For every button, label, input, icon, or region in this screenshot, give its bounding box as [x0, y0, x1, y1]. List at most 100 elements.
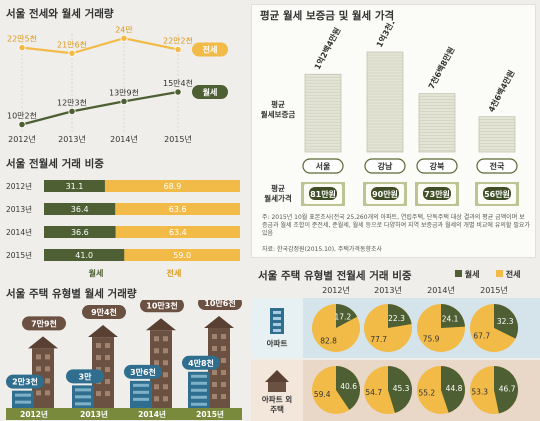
share-bar-wolse: [44, 203, 116, 215]
house-window: [45, 354, 50, 360]
rent-value: 90만원: [372, 189, 398, 199]
deposit-chart-title: 평균 월세 보증금 및 월세 가격: [260, 10, 395, 22]
pie-label-jeonse: 55.2: [418, 388, 435, 397]
house-window: [36, 390, 41, 396]
region-pill: [364, 158, 406, 174]
house-roof: [88, 325, 118, 338]
pie-label-wolse: 45.3: [393, 384, 410, 393]
share-label-jeonse: 68.9: [164, 182, 182, 191]
pie-label-jeonse: 82.8: [320, 336, 337, 345]
line-data-label: 10만2천: [7, 111, 37, 121]
bld-x-tick: 2014년: [138, 409, 166, 419]
share-axis-jeonse: 전세: [167, 268, 182, 278]
apt-tower: [130, 380, 152, 408]
rent-pill: [483, 187, 511, 200]
share-row-label: 2012년: [6, 181, 32, 191]
share-bar-jeonse: [124, 249, 240, 261]
line-x-tick: 2012년: [8, 134, 36, 144]
house-window: [221, 394, 226, 399]
region-pill: [416, 158, 458, 174]
pie-label-wolse: 17.2: [334, 313, 351, 322]
house-window: [36, 366, 41, 372]
house-window: [154, 336, 159, 342]
deposit-value: 7천6백8만원: [426, 45, 456, 90]
pie-slice-wolse: [388, 304, 412, 328]
apt-window: [191, 381, 207, 385]
bld-x-tick: 2015년: [196, 409, 224, 419]
house-window: [221, 358, 226, 363]
pie-slice-wolse: [441, 366, 466, 413]
house-label: 10만3천: [146, 300, 177, 310]
house-roof: [146, 318, 176, 331]
pie-label-jeonse: 67.7: [473, 332, 490, 341]
line-x-tick: 2014년: [110, 134, 138, 144]
house-window: [105, 379, 110, 385]
line-data-label: 22만5천: [7, 34, 37, 44]
line-x-tick: 2015년: [164, 134, 192, 144]
share-bar-jeonse: [115, 203, 240, 215]
house-roof: [28, 336, 58, 349]
house-window: [105, 367, 110, 373]
share-label-wolse: 41.0: [75, 251, 93, 260]
region-label: 전국: [490, 161, 505, 171]
house-window: [221, 370, 226, 375]
deposit-value: 1억2백4만원: [312, 26, 342, 71]
line-data-label: 22만2천: [163, 36, 193, 46]
deposit-stack: [418, 93, 456, 153]
pie-col-label: 2015년: [480, 285, 508, 295]
apt-window: [75, 388, 91, 392]
region-label: 서울: [316, 161, 331, 171]
apartment-icon-window: [273, 311, 281, 314]
bld-x-tick: 2012년: [20, 409, 48, 419]
apt-label: 4만8천: [188, 358, 214, 368]
apt-window: [75, 395, 91, 399]
share-label-jeonse: 59.0: [173, 251, 191, 260]
pie-label-wolse: 44.8: [446, 384, 463, 393]
line-chart: 2012년 2013년 2014년 2015년 22만5천 21만6천 24만 22만2천전세…: [7, 25, 228, 144]
deposit-side-label: 평균 월세보증금: [260, 100, 296, 119]
line-point: [120, 34, 128, 42]
series-pill-label: 월세: [203, 87, 218, 97]
region-pill: [476, 158, 518, 174]
apt-window: [133, 397, 149, 401]
apt-label: 2만3천: [12, 377, 38, 387]
apt-window: [15, 393, 31, 397]
house-window: [45, 366, 50, 372]
legend-wolse: 월세: [455, 269, 480, 280]
share-bar-wolse: [44, 249, 125, 261]
house-window: [212, 334, 217, 339]
apartment-icon: [270, 308, 284, 334]
share-label-wolse: 36.6: [71, 228, 89, 237]
series-line-jeonse: [21, 37, 179, 55]
line-chart-title: 서울 전세와 월세 거래량: [6, 8, 114, 20]
rent-value: 81만원: [310, 189, 336, 199]
line-point: [18, 120, 26, 129]
house-window: [221, 382, 226, 387]
apartment-icon-window: [273, 329, 281, 332]
deposit-stack: [366, 51, 404, 153]
legend-wolse-swatch: [455, 270, 462, 277]
share-bar-wolse: [44, 180, 105, 192]
series-pill-wolse: [192, 85, 228, 99]
house-window: [154, 384, 159, 390]
house-window: [105, 391, 110, 397]
region-label: 강남: [378, 161, 393, 171]
deposit-value: 1억3천1백6만원: [374, 22, 411, 49]
share-label-wolse: 36.4: [71, 205, 89, 214]
share-chart-title: 서울 전월세 거래 비중: [6, 158, 104, 170]
pie-label-wolse: 24.1: [442, 314, 459, 323]
house-window: [163, 372, 168, 378]
house-window: [163, 384, 168, 390]
apt-pill: [6, 374, 44, 389]
pie-slice-wolse: [336, 366, 360, 410]
apt-window: [191, 388, 207, 392]
share-bar-wolse: [44, 226, 116, 238]
house-tower: [92, 337, 114, 408]
house-icon-roof: [265, 370, 289, 382]
house-window: [163, 336, 168, 342]
house-pill: [82, 305, 126, 320]
apt-window: [133, 390, 149, 394]
pie-label-jeonse: 53.3: [471, 387, 488, 396]
house-window: [105, 343, 110, 349]
